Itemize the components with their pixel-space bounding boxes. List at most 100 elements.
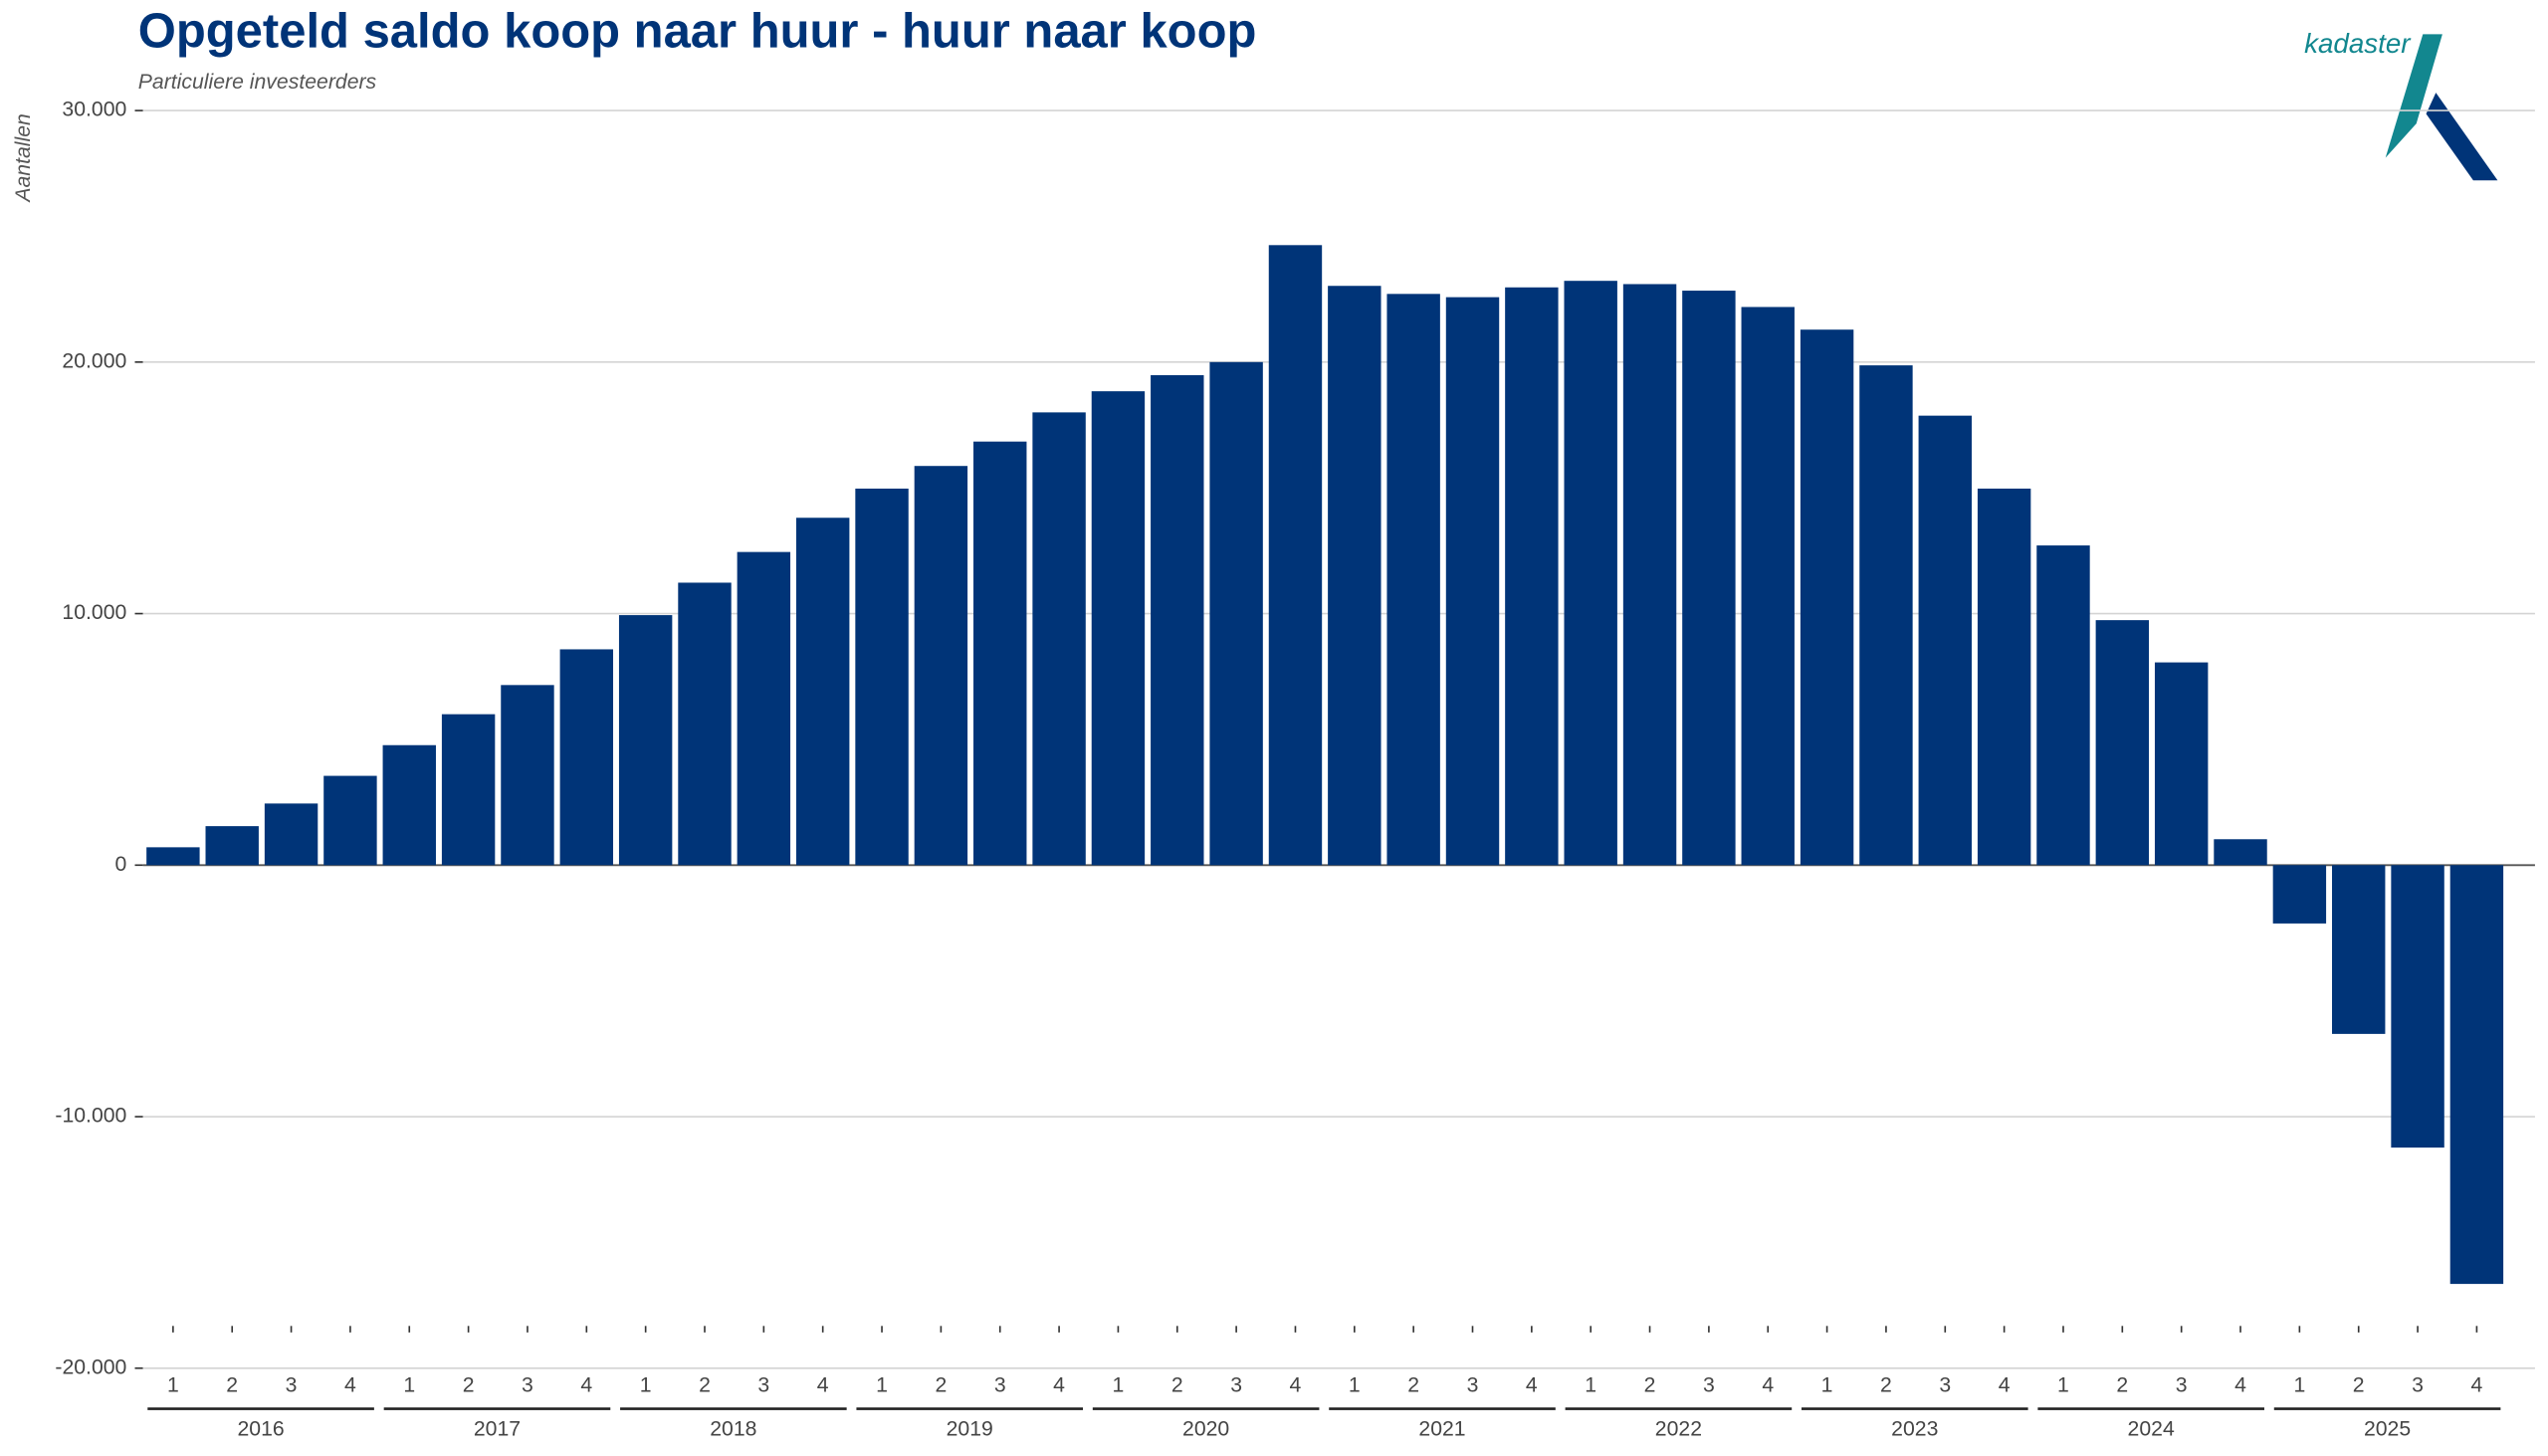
bar: [2036, 545, 2090, 866]
year-label: 2024: [2128, 1417, 2175, 1440]
bar: [1091, 391, 1146, 866]
x-tick-label: 3: [2176, 1373, 2188, 1396]
bar: [1800, 329, 1854, 866]
bar: [1209, 361, 1263, 866]
y-tick-label: 20.000: [62, 349, 126, 372]
bar: [559, 649, 614, 866]
x-tick-label: 1: [167, 1373, 179, 1396]
bar: [1741, 307, 1795, 866]
x-tick-label: 4: [1053, 1373, 1065, 1396]
x-tick-label: 1: [2057, 1373, 2069, 1396]
x-tick-label: 2: [1644, 1373, 1656, 1396]
x-tick-label: 2: [2116, 1373, 2128, 1396]
bar: [2332, 865, 2386, 1034]
y-tick-label: 30.000: [62, 99, 126, 121]
chart-title: Opgeteld saldo koop naar huur - huur naa…: [138, 4, 1257, 58]
bar: [1622, 284, 1677, 866]
bar: [382, 744, 436, 866]
logo-shape: [2385, 34, 2442, 158]
x-tick-label: 1: [1821, 1373, 1833, 1396]
y-tick-label: -10.000: [55, 1105, 126, 1128]
chart-subtitle: Particuliere investeerders: [138, 71, 377, 94]
bar: [1859, 365, 1913, 866]
logo: kadaster: [2304, 28, 2498, 181]
x-tick-label: 2: [699, 1373, 711, 1396]
bar: [1977, 488, 2031, 866]
bar: [737, 551, 791, 866]
bar: [1328, 286, 1381, 866]
y-tick-label: -20.000: [55, 1355, 126, 1378]
x-tick-label: 4: [580, 1373, 592, 1396]
bar: [1386, 294, 1440, 866]
x-tick-label: 1: [2293, 1373, 2305, 1396]
x-tick-label: 3: [1230, 1373, 1242, 1396]
year-label: 2023: [1891, 1417, 1938, 1440]
logo-shape: [2426, 93, 2498, 181]
x-tick-label: 3: [2412, 1373, 2424, 1396]
bar: [2391, 865, 2444, 1148]
bar: [1032, 412, 1086, 866]
x-tick-label: 1: [403, 1373, 415, 1396]
y-tick-label: 10.000: [62, 601, 126, 624]
x-tick-label: 1: [1585, 1373, 1596, 1396]
bar: [1564, 281, 1617, 866]
x-tick-label: 1: [876, 1373, 888, 1396]
x-tick-label: 3: [286, 1373, 298, 1396]
year-label: 2025: [2364, 1417, 2411, 1440]
x-tick-label: 3: [994, 1373, 1006, 1396]
bar: [2154, 662, 2209, 866]
x-tick-label: 1: [1113, 1373, 1125, 1396]
bar: [678, 582, 732, 866]
x-tick-label: 1: [640, 1373, 652, 1396]
x-tick-label: 4: [1999, 1373, 2011, 1396]
bar: [501, 685, 554, 866]
x-tick-label: 4: [817, 1373, 829, 1396]
bar: [1682, 291, 1736, 866]
y-tick-label: 0: [115, 853, 127, 876]
bar: [205, 826, 259, 866]
x-tick-label: 4: [1290, 1373, 1302, 1396]
year-label: 2017: [474, 1417, 521, 1440]
bar: [1445, 297, 1500, 866]
x-tick-label: 1: [1349, 1373, 1361, 1396]
x-tick-label: 2: [935, 1373, 947, 1396]
x-tick-label: 3: [757, 1373, 769, 1396]
logo-text: kadaster: [2304, 28, 2412, 59]
x-tick-label: 2: [1171, 1373, 1183, 1396]
year-label: 2016: [237, 1417, 284, 1440]
bar: [1268, 245, 1323, 866]
bar: [441, 714, 496, 866]
x-tick-label: 4: [344, 1373, 356, 1396]
x-tick-label: 2: [1880, 1373, 1892, 1396]
x-tick-label: 2: [463, 1373, 475, 1396]
x-tick-label: 2: [226, 1373, 238, 1396]
bar: [795, 518, 850, 866]
bar: [1918, 415, 1972, 866]
bar: [264, 803, 318, 866]
x-tick-label: 3: [1703, 1373, 1715, 1396]
bar: [1505, 287, 1559, 866]
year-label: 2022: [1655, 1417, 1702, 1440]
bar: [973, 441, 1027, 866]
bar: [1151, 374, 1204, 866]
bar: [2449, 865, 2504, 1285]
x-tick-label: 4: [1762, 1373, 1774, 1396]
bar: [2214, 839, 2267, 866]
x-tick-label: 4: [2234, 1373, 2246, 1396]
x-tick-label: 3: [1467, 1373, 1479, 1396]
y-axis-label: Aantallen: [12, 113, 35, 203]
year-label: 2018: [710, 1417, 756, 1440]
bar: [2095, 620, 2150, 866]
bar: [618, 615, 673, 866]
x-tick-label: 4: [1526, 1373, 1538, 1396]
x-tick-label: 3: [522, 1373, 533, 1396]
year-label: 2020: [1182, 1417, 1229, 1440]
bar: [323, 775, 377, 866]
year-label: 2019: [947, 1417, 993, 1440]
x-tick-label: 2: [1407, 1373, 1419, 1396]
bar: [146, 847, 200, 866]
bar: [914, 466, 968, 866]
year-label: 2021: [1418, 1417, 1465, 1440]
x-tick-label: 3: [1939, 1373, 1951, 1396]
bar: [2272, 865, 2327, 924]
